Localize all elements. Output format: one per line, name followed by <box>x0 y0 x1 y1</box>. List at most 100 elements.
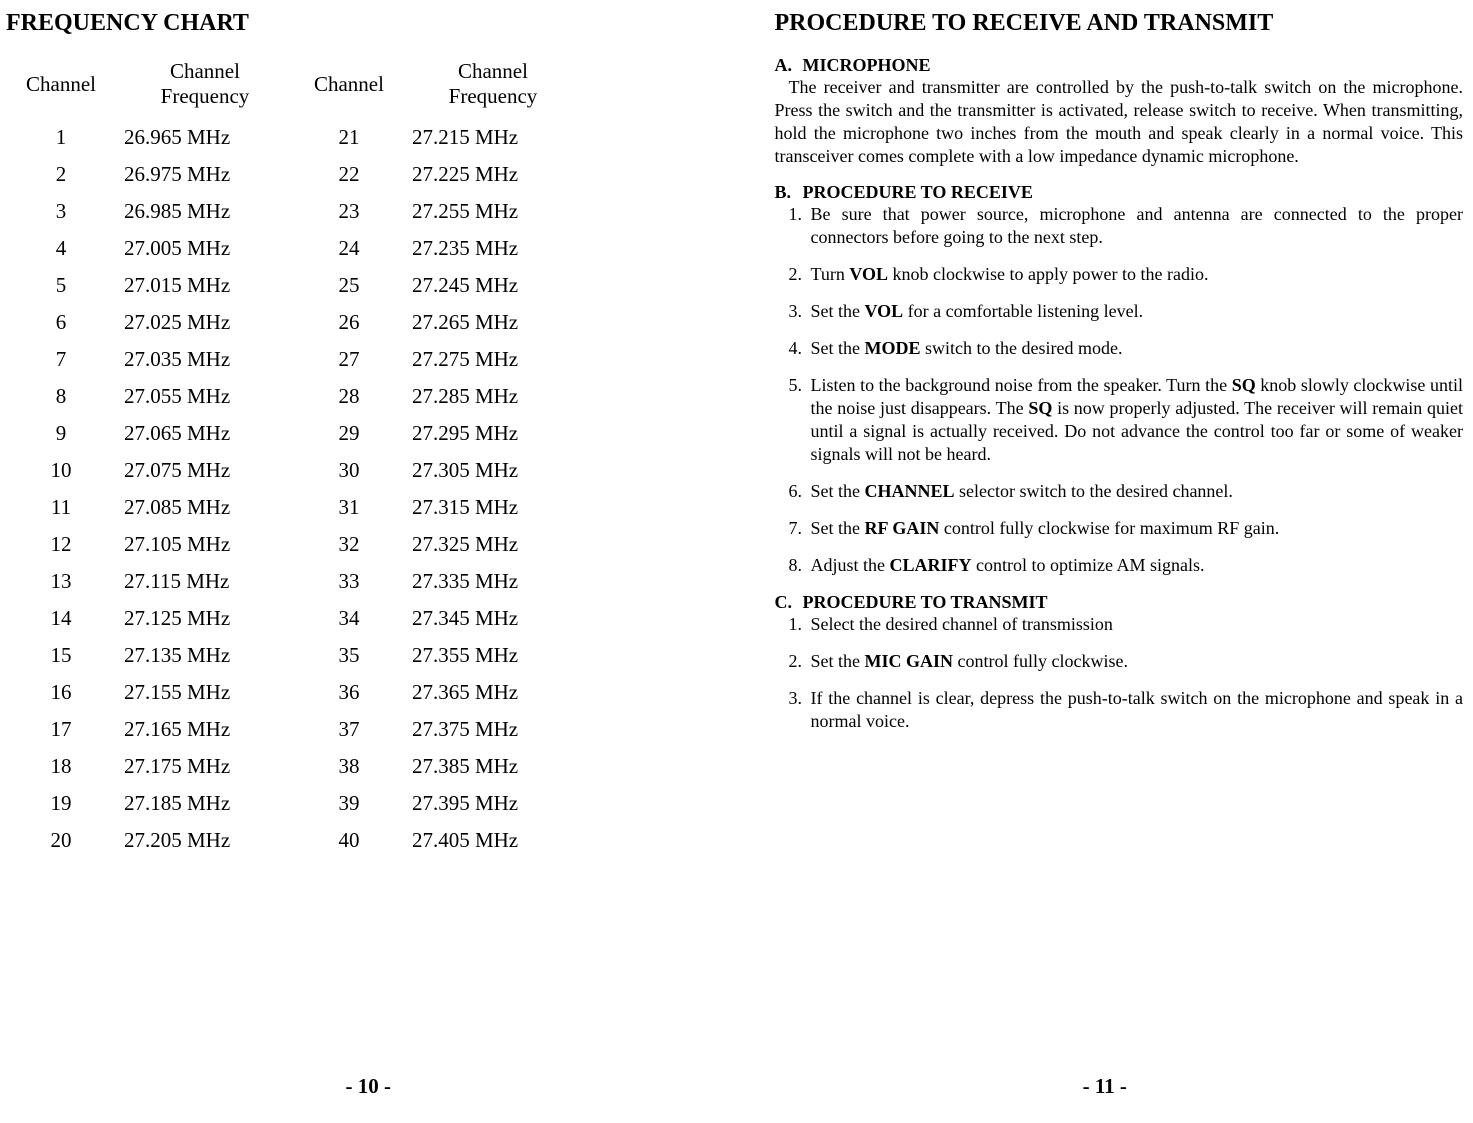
channel-cell: 15 <box>12 637 110 674</box>
frequency-cell: 27.315 MHz <box>398 489 588 526</box>
channel-cell: 24 <box>300 230 398 267</box>
table-row: 1927.185 MHz3927.395 MHz <box>12 785 588 822</box>
col-header: Channel <box>300 55 398 119</box>
procedure-title: PROCEDURE TO RECEIVE AND TRANSMIT <box>775 10 1464 37</box>
section-b-head: B.PROCEDURE TO RECEIVE <box>775 182 1464 203</box>
page-number-right: - 11 - <box>737 1074 1473 1099</box>
section-letter: B. <box>775 182 803 203</box>
table-row: 1127.085 MHz3127.315 MHz <box>12 489 588 526</box>
frequency-cell: 27.375 MHz <box>398 711 588 748</box>
table-row: 627.025 MHz2627.265 MHz <box>12 304 588 341</box>
channel-cell: 31 <box>300 489 398 526</box>
channel-cell: 38 <box>300 748 398 785</box>
frequency-cell: 27.115 MHz <box>110 563 300 600</box>
frequency-cell: 27.175 MHz <box>110 748 300 785</box>
channel-cell: 25 <box>300 267 398 304</box>
channel-cell: 18 <box>12 748 110 785</box>
section-heading: PROCEDURE TO RECEIVE <box>803 182 1033 202</box>
frequency-cell: 26.985 MHz <box>110 193 300 230</box>
frequency-cell: 27.015 MHz <box>110 267 300 304</box>
table-row: 1327.115 MHz3327.335 MHz <box>12 563 588 600</box>
channel-cell: 37 <box>300 711 398 748</box>
channel-cell: 34 <box>300 600 398 637</box>
bold-term: CLARIFY <box>890 555 972 575</box>
bold-term: VOL <box>849 264 888 284</box>
list-item: Set the CHANNEL selector switch to the d… <box>807 480 1464 503</box>
bold-term: MODE <box>865 338 921 358</box>
frequency-cell: 27.075 MHz <box>110 452 300 489</box>
bold-term: SQ <box>1232 375 1256 395</box>
channel-cell: 1 <box>12 119 110 156</box>
frequency-cell: 26.965 MHz <box>110 119 300 156</box>
channel-cell: 29 <box>300 415 398 452</box>
frequency-cell: 27.055 MHz <box>110 378 300 415</box>
bold-term: RF GAIN <box>865 518 940 538</box>
table-row: 1727.165 MHz3727.375 MHz <box>12 711 588 748</box>
page-right: PROCEDURE TO RECEIVE AND TRANSMIT A.MICR… <box>737 0 1473 1123</box>
table-row: 727.035 MHz2727.275 MHz <box>12 341 588 378</box>
list-item: If the channel is clear, depress the pus… <box>807 687 1464 733</box>
channel-cell: 4 <box>12 230 110 267</box>
section-a-head: A.MICROPHONE <box>775 55 1464 76</box>
section-b-list: Be sure that power source, microphone an… <box>775 203 1464 577</box>
table-row: 1427.125 MHz3427.345 MHz <box>12 600 588 637</box>
frequency-cell: 27.295 MHz <box>398 415 588 452</box>
frequency-cell: 27.275 MHz <box>398 341 588 378</box>
section-letter: C. <box>775 592 803 613</box>
frequency-cell: 27.345 MHz <box>398 600 588 637</box>
frequency-cell: 27.235 MHz <box>398 230 588 267</box>
channel-cell: 17 <box>12 711 110 748</box>
frequency-cell: 27.325 MHz <box>398 526 588 563</box>
frequency-cell: 27.405 MHz <box>398 822 588 859</box>
table-row: 326.985 MHz2327.255 MHz <box>12 193 588 230</box>
channel-cell: 19 <box>12 785 110 822</box>
list-item: Listen to the background noise from the … <box>807 374 1464 466</box>
bold-term: MIC GAIN <box>865 651 954 671</box>
channel-cell: 2 <box>12 156 110 193</box>
frequency-cell: 27.245 MHz <box>398 267 588 304</box>
channel-cell: 11 <box>12 489 110 526</box>
frequency-cell: 27.385 MHz <box>398 748 588 785</box>
channel-cell: 7 <box>12 341 110 378</box>
frequency-cell: 27.005 MHz <box>110 230 300 267</box>
table-row: 827.055 MHz2827.285 MHz <box>12 378 588 415</box>
channel-cell: 28 <box>300 378 398 415</box>
frequency-cell: 27.285 MHz <box>398 378 588 415</box>
col-header: Channel Frequency <box>110 55 300 119</box>
table-row: 927.065 MHz2927.295 MHz <box>12 415 588 452</box>
channel-cell: 3 <box>12 193 110 230</box>
channel-cell: 27 <box>300 341 398 378</box>
channel-cell: 6 <box>12 304 110 341</box>
frequency-cell: 27.305 MHz <box>398 452 588 489</box>
frequency-cell: 27.335 MHz <box>398 563 588 600</box>
bold-term: CHANNEL <box>865 481 955 501</box>
frequency-cell: 27.135 MHz <box>110 637 300 674</box>
section-c-list: Select the desired channel of transmissi… <box>775 613 1464 733</box>
channel-cell: 36 <box>300 674 398 711</box>
channel-cell: 30 <box>300 452 398 489</box>
table-row: 1827.175 MHz3827.385 MHz <box>12 748 588 785</box>
frequency-cell: 27.395 MHz <box>398 785 588 822</box>
list-item: Set the RF GAIN control fully clockwise … <box>807 517 1464 540</box>
list-item: Adjust the CLARIFY control to optimize A… <box>807 554 1464 577</box>
channel-cell: 32 <box>300 526 398 563</box>
channel-cell: 35 <box>300 637 398 674</box>
frequency-cell: 27.165 MHz <box>110 711 300 748</box>
table-row: 126.965 MHz2127.215 MHz <box>12 119 588 156</box>
frequency-cell: 27.155 MHz <box>110 674 300 711</box>
channel-cell: 8 <box>12 378 110 415</box>
channel-cell: 22 <box>300 156 398 193</box>
list-item: Be sure that power source, microphone an… <box>807 203 1464 249</box>
frequency-cell: 27.065 MHz <box>110 415 300 452</box>
section-letter: A. <box>775 55 803 76</box>
frequency-cell: 27.255 MHz <box>398 193 588 230</box>
frequency-cell: 27.105 MHz <box>110 526 300 563</box>
table-row: 1027.075 MHz3027.305 MHz <box>12 452 588 489</box>
frequency-table: Channel Channel Frequency Channel Channe… <box>12 55 588 859</box>
frequency-cell: 27.355 MHz <box>398 637 588 674</box>
channel-cell: 16 <box>12 674 110 711</box>
page-spread: FREQUENCY CHART Channel Channel Frequenc… <box>0 0 1473 1123</box>
page-number-left: - 10 - <box>0 1074 737 1099</box>
list-item: Set the MIC GAIN control fully clockwise… <box>807 650 1464 673</box>
bold-term: VOL <box>865 301 904 321</box>
